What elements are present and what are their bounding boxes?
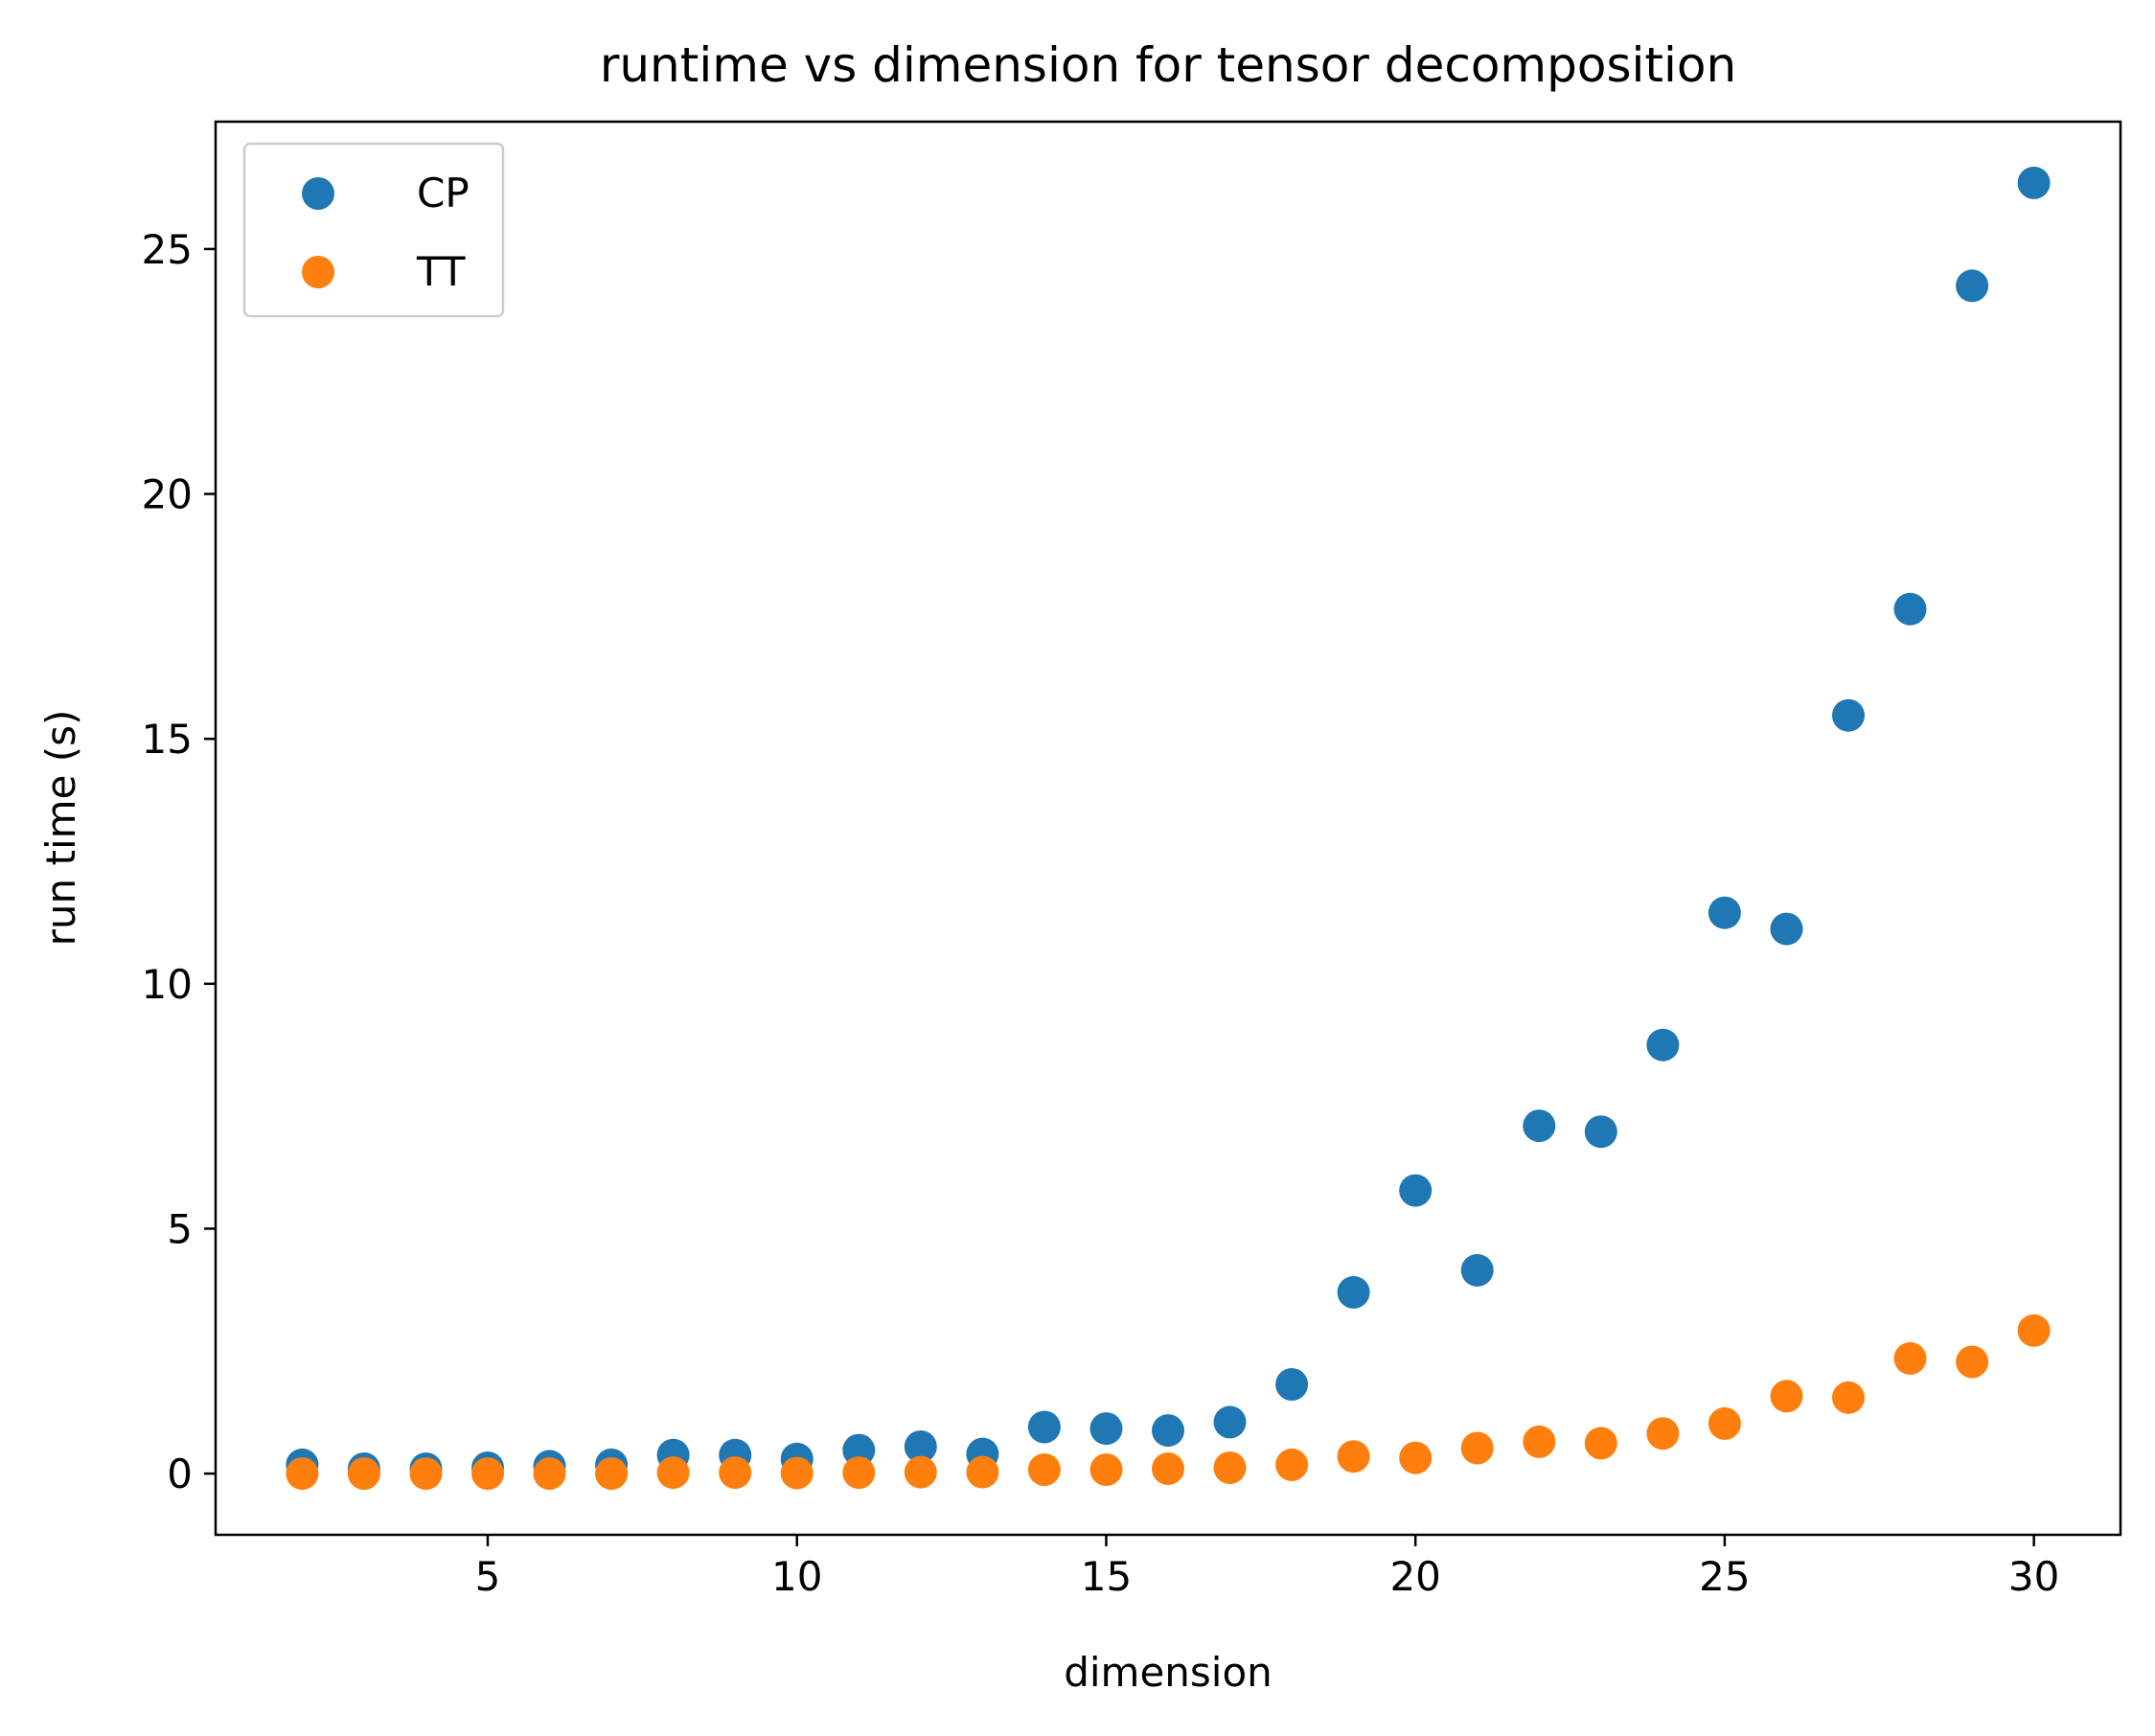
series-tt [286, 1313, 2051, 1491]
x-tick-label-5: 5 [475, 1553, 501, 1600]
point-tt-9 [719, 1456, 752, 1490]
x-tick-label-30: 30 [2008, 1553, 2059, 1600]
point-tt-20 [1399, 1441, 1433, 1474]
point-cp-22 [1523, 1109, 1556, 1143]
point-tt-24 [1646, 1417, 1680, 1450]
point-tt-21 [1460, 1431, 1494, 1465]
point-tt-29 [1956, 1345, 1989, 1379]
point-tt-14 [1027, 1453, 1061, 1486]
x-tick-label-25: 25 [1699, 1553, 1750, 1600]
y-tick-label-20: 20 [142, 471, 193, 518]
point-cp-19 [1337, 1275, 1370, 1309]
plot-frame [214, 120, 2122, 1537]
legend-label-tt: TT [416, 248, 466, 295]
x-axis: 5 10 15 20 25 30 [475, 1535, 2059, 1600]
point-tt-3 [347, 1457, 380, 1491]
point-tt-8 [656, 1456, 690, 1490]
y-tick-label-15: 15 [142, 716, 193, 763]
point-cp-26 [1770, 912, 1803, 946]
point-tt-13 [966, 1455, 999, 1489]
point-tt-19 [1337, 1440, 1370, 1473]
point-cp-21 [1460, 1253, 1494, 1287]
y-axis-label: run time (s) [37, 710, 84, 947]
point-tt-11 [842, 1456, 876, 1490]
legend: CP TT [242, 142, 505, 318]
point-tt-2 [286, 1457, 319, 1491]
point-tt-22 [1523, 1425, 1556, 1458]
point-tt-27 [1832, 1381, 1865, 1414]
point-cp-25 [1708, 896, 1741, 929]
data-marks [286, 166, 2051, 1491]
y-tick-label-25: 25 [142, 226, 193, 273]
y-tick-label-5: 5 [167, 1205, 193, 1252]
point-tt-5 [471, 1457, 504, 1491]
point-cp-23 [1584, 1115, 1617, 1149]
y-axis: 0 5 10 15 20 25 [142, 226, 216, 1497]
point-tt-18 [1275, 1448, 1309, 1481]
point-tt-26 [1770, 1380, 1803, 1413]
y-tick-label-0: 0 [167, 1450, 193, 1497]
point-cp-17 [1213, 1405, 1247, 1439]
x-tick-label-10: 10 [771, 1553, 822, 1600]
point-cp-20 [1399, 1174, 1433, 1207]
point-cp-29 [1956, 269, 1989, 303]
point-cp-30 [2017, 166, 2051, 199]
point-tt-17 [1213, 1451, 1247, 1484]
point-cp-27 [1832, 698, 1865, 732]
legend-label-cp: CP [417, 170, 470, 217]
point-cp-16 [1152, 1414, 1184, 1448]
point-tt-6 [533, 1457, 566, 1491]
point-tt-16 [1152, 1452, 1184, 1485]
point-tt-12 [904, 1455, 937, 1489]
point-cp-12 [904, 1430, 937, 1463]
point-tt-15 [1089, 1453, 1123, 1486]
point-cp-11 [842, 1433, 876, 1467]
point-tt-10 [780, 1456, 814, 1490]
x-axis-label: dimension [1064, 1649, 1272, 1696]
legend-marker-cp [302, 177, 334, 210]
point-cp-18 [1275, 1368, 1309, 1401]
point-cp-14 [1027, 1410, 1061, 1444]
point-cp-24 [1646, 1028, 1680, 1062]
chart-title: runtime vs dimension for tensor decompos… [600, 37, 1736, 93]
point-cp-15 [1089, 1412, 1123, 1446]
point-tt-23 [1584, 1427, 1617, 1460]
point-tt-25 [1708, 1406, 1741, 1440]
point-tt-4 [409, 1457, 443, 1491]
y-tick-label-10: 10 [142, 961, 193, 1008]
point-tt-30 [2017, 1313, 2051, 1347]
point-cp-28 [1893, 592, 1927, 626]
point-tt-28 [1893, 1341, 1927, 1375]
x-tick-label-15: 15 [1081, 1553, 1132, 1600]
point-tt-7 [595, 1457, 629, 1491]
x-tick-label-20: 20 [1389, 1553, 1440, 1600]
legend-marker-tt [302, 256, 334, 288]
